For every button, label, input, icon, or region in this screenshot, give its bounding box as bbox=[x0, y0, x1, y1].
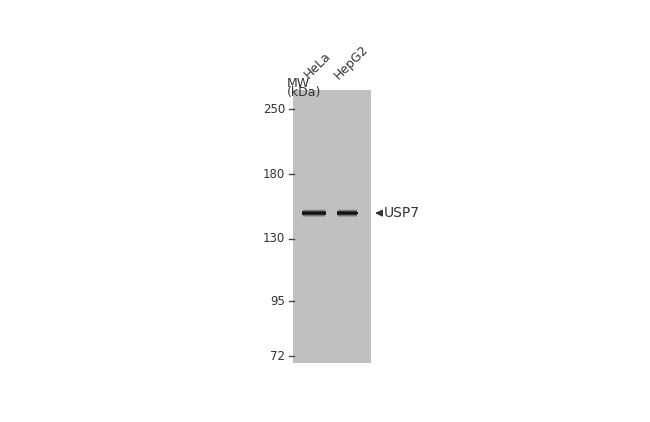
Bar bbox=[292, 89, 371, 362]
Text: HeLa: HeLa bbox=[301, 50, 333, 81]
Text: 180: 180 bbox=[263, 168, 285, 181]
Text: 72: 72 bbox=[270, 349, 285, 362]
Text: USP7: USP7 bbox=[384, 206, 419, 220]
Text: 130: 130 bbox=[263, 233, 285, 245]
Text: HepG2: HepG2 bbox=[332, 42, 370, 81]
Text: (kDa): (kDa) bbox=[287, 87, 321, 100]
Text: 95: 95 bbox=[270, 295, 285, 308]
Text: 250: 250 bbox=[263, 103, 285, 116]
Text: MW: MW bbox=[287, 77, 310, 89]
